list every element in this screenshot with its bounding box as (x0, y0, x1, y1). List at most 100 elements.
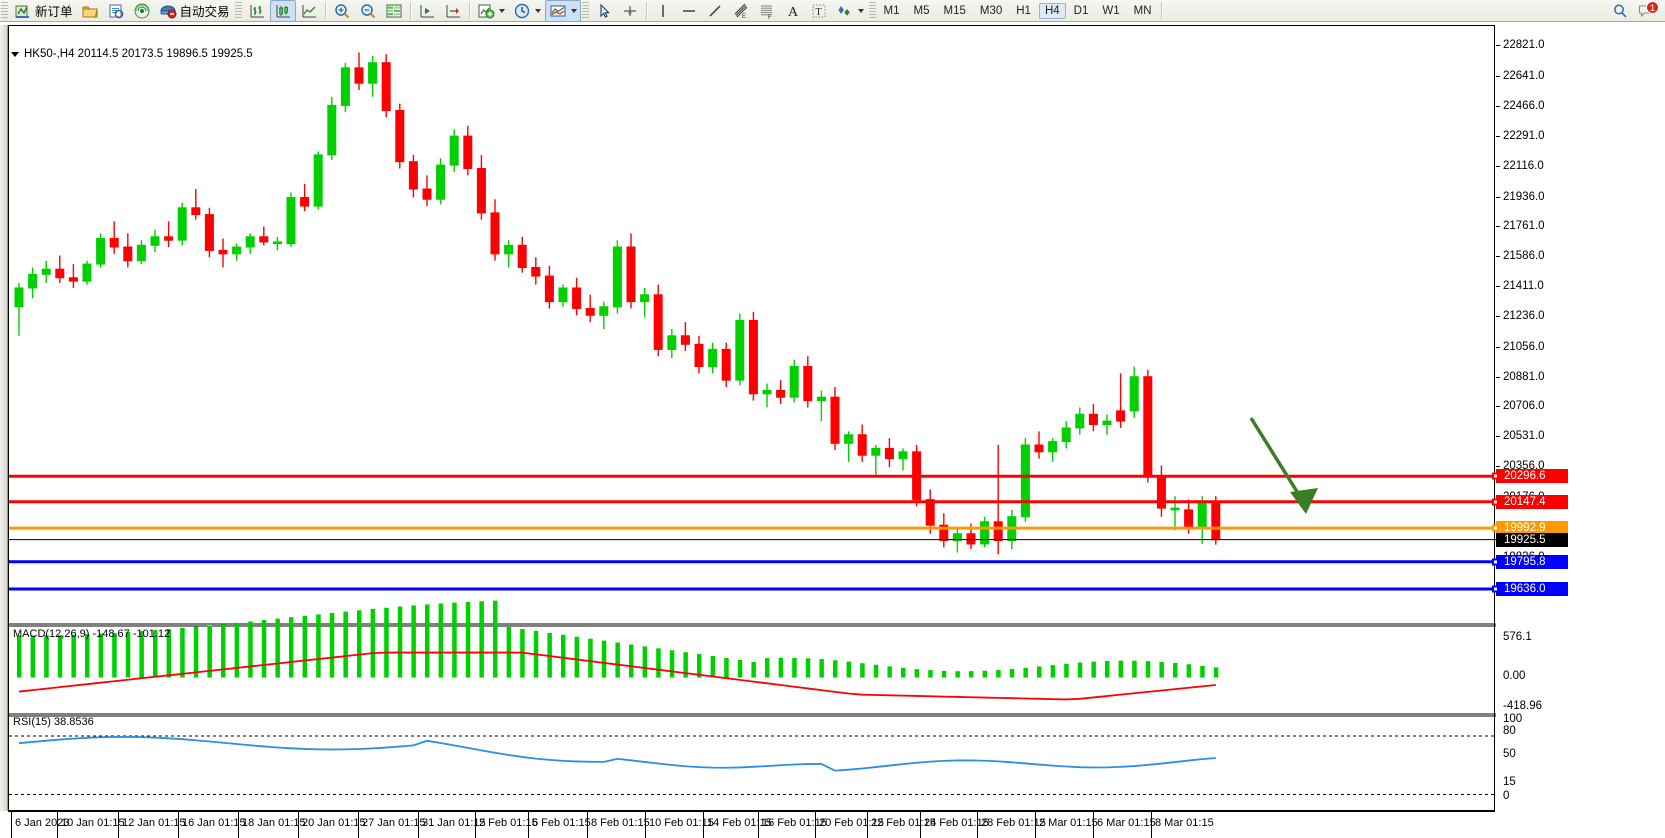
horizontal-line-button[interactable] (676, 0, 702, 22)
price-level-tag-resistance-line-1[interactable]: 20296.6 (1492, 469, 1568, 484)
timeframe-h4[interactable]: H4 (1038, 2, 1066, 19)
text-label-button[interactable]: A (780, 0, 806, 22)
time-tick-label: 6 Feb 01:15 (532, 817, 591, 829)
chart-header-text: HK50-,H4 20114.5 20173.5 19896.5 19925.5 (24, 48, 253, 60)
fibonacci-button[interactable]: F (754, 0, 780, 22)
time-separator (358, 812, 359, 838)
text-box-button[interactable]: T (806, 0, 832, 22)
time-separator (867, 812, 868, 838)
time-separator (920, 812, 921, 838)
period-caret-icon[interactable] (534, 8, 541, 13)
time-separator (758, 812, 759, 838)
price-tick (1496, 76, 1500, 78)
shapes-caret-icon[interactable] (857, 8, 864, 13)
auto-scroll-button[interactable] (440, 0, 466, 22)
text-box-icon: T (812, 4, 826, 18)
price-level-tag-support-line-2[interactable]: 19636.0 (1492, 582, 1568, 597)
price-level-handle[interactable] (1492, 585, 1499, 593)
shapes-button[interactable] (832, 0, 868, 22)
line-chart-button[interactable] (296, 0, 322, 22)
time-separator (587, 812, 588, 838)
price-tick (1496, 286, 1500, 288)
print-preview-button[interactable] (103, 0, 129, 22)
price-level-tag-resistance-line-2[interactable]: 20147.4 (1492, 494, 1568, 509)
equidistant-channel-button[interactable]: E (728, 0, 754, 22)
data-window-icon (386, 4, 402, 17)
rsi-scale-15: 15 (1503, 776, 1516, 788)
toolbar-grip-3[interactable] (581, 1, 589, 20)
cursor-button[interactable] (591, 0, 617, 22)
bar-chart-button[interactable] (244, 0, 270, 22)
timeframe-m1[interactable]: M1 (883, 4, 900, 17)
price-scale[interactable]: 22821.0 22641.0 22466.0 22291.0 22116.0 21936… (1492, 25, 1665, 811)
connection-status-button[interactable] (129, 0, 155, 22)
price-tick-label: 22821.0 (1503, 39, 1545, 52)
toolbar-grip[interactable] (1, 1, 8, 20)
toolbar-grip-4[interactable] (868, 1, 876, 20)
folder-button[interactable] (77, 0, 103, 22)
time-tick-label: 18 Jan 01:15 (242, 817, 306, 829)
time-separator (118, 812, 119, 838)
price-tick-label: 21586.0 (1503, 250, 1545, 263)
price-level-handle[interactable] (1492, 558, 1499, 566)
candlestick-chart-button[interactable] (269, 0, 296, 22)
time-separator (1035, 812, 1036, 838)
templates-caret-icon[interactable] (570, 8, 577, 13)
time-scale[interactable]: 6 Jan 2023 10 Jan 01:15 12 Jan 01:15 16 Jan… (8, 811, 1495, 838)
crosshair-icon (623, 5, 636, 16)
price-level-tag-support-line-1[interactable]: 19795.8 (1492, 554, 1568, 569)
new-order-button[interactable]: 新订单 (10, 0, 77, 22)
zoom-out-button[interactable] (355, 0, 381, 22)
price-level-lines[interactable] (9, 474, 1496, 591)
data-window-button[interactable] (381, 0, 407, 22)
timeframe-mn[interactable]: MN (1133, 4, 1152, 17)
toolbar-separator-3 (468, 2, 470, 19)
autotrading-button[interactable]: 自动交易 (155, 0, 234, 22)
toolbar-grip-2[interactable] (234, 1, 242, 20)
vertical-line-button[interactable] (650, 0, 676, 22)
add-indicator-caret-icon[interactable] (498, 8, 505, 13)
price-tick-label: 22641.0 (1503, 70, 1545, 83)
price-tick (1496, 406, 1500, 408)
search-button[interactable] (1607, 0, 1633, 22)
print-preview-icon (109, 4, 123, 18)
time-separator (528, 812, 529, 838)
rsi-scale-0: 0 (1503, 790, 1510, 802)
trendline-button[interactable] (702, 0, 728, 22)
timeframe-m30[interactable]: M30 (979, 4, 1003, 17)
timeframe-w1[interactable]: W1 (1102, 4, 1120, 17)
shift-end-button[interactable] (414, 0, 440, 22)
time-separator (645, 812, 646, 838)
macd-indicator (17, 600, 1219, 701)
price-level-tag-current-price[interactable]: 19925.5 (1496, 532, 1568, 547)
time-tick-label: 22 Feb 01:15 (871, 817, 936, 829)
price-level-handle[interactable] (1492, 498, 1499, 506)
new-order-icon (15, 5, 29, 18)
alerts-button[interactable]: 1 (1633, 0, 1659, 22)
price-level-tag-orange-line[interactable]: 19992.9 (1492, 521, 1568, 536)
price-tick-label: 22116.0 (1503, 159, 1544, 172)
price-tick (1496, 256, 1500, 258)
timeframe-h1[interactable]: H1 (1016, 4, 1031, 17)
timeframe-d1[interactable]: D1 (1073, 4, 1089, 17)
chart-vertical-scrollbar[interactable] (0, 25, 8, 811)
trendline-icon (709, 5, 721, 16)
price-level-handle[interactable] (1492, 472, 1499, 480)
timeframe-m5[interactable]: M5 (913, 4, 930, 17)
add-indicator-button[interactable] (473, 0, 509, 22)
timeframe-m15[interactable]: M15 (943, 4, 966, 17)
time-tick-label: 31 Jan 01:15 (422, 817, 486, 829)
cursor-icon (599, 3, 610, 18)
time-tick-label: 28 Feb 01:15 (981, 817, 1046, 829)
period-button[interactable] (509, 0, 545, 22)
time-separator (1093, 812, 1094, 838)
zoom-in-button[interactable] (329, 0, 355, 22)
price-level-handle[interactable] (1492, 524, 1499, 532)
templates-button[interactable] (544, 0, 581, 22)
crosshair-button[interactable] (617, 0, 643, 22)
time-tick-label: 6 Mar 01:15 (1097, 817, 1156, 829)
chart-area[interactable]: HK50-,H4 20114.5 20173.5 19896.5 19925.5… (0, 22, 1665, 838)
time-tick-label: 24 Feb 01:15 (924, 817, 989, 829)
chart-collapse-icon[interactable] (11, 51, 19, 57)
chart-canvas[interactable] (9, 26, 1496, 812)
